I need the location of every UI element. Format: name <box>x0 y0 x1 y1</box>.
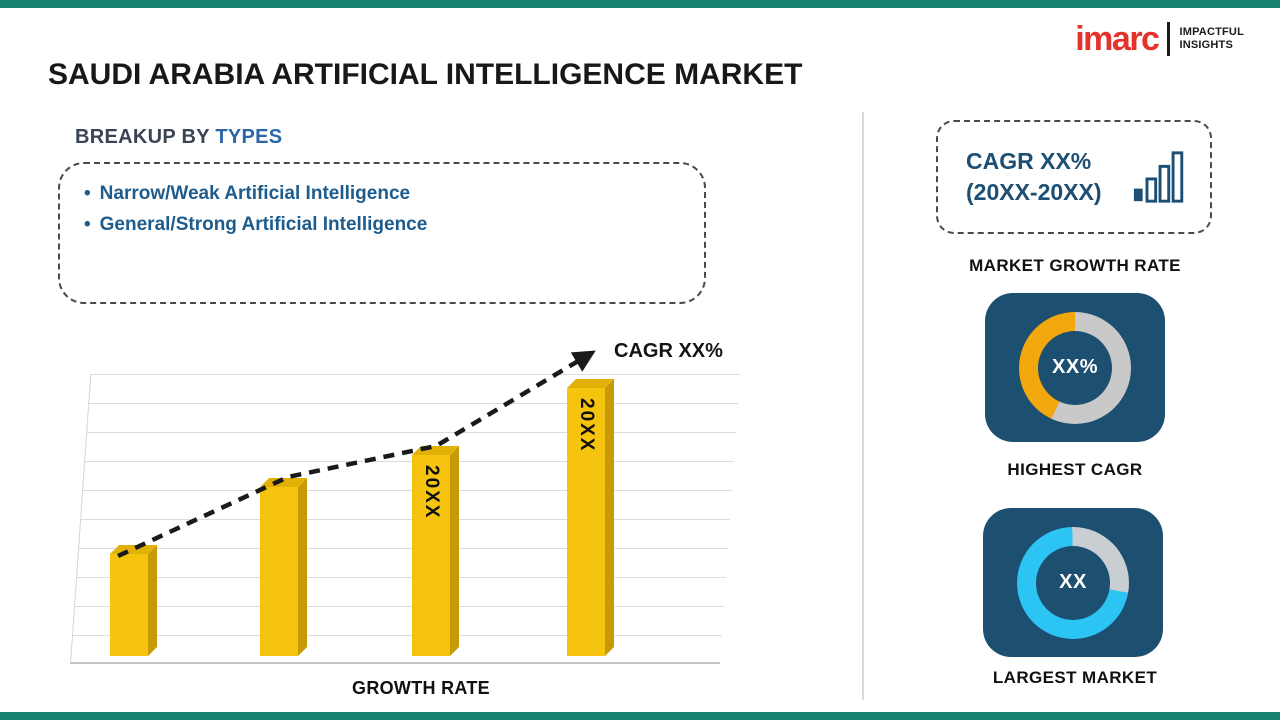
bar-year-label: 20XX <box>576 398 597 453</box>
logo-tagline-line1: IMPACTFUL <box>1179 25 1244 38</box>
chart-bar: 20XX <box>567 379 614 656</box>
highest-cagr-value: XX% <box>1052 356 1098 378</box>
type-item: General/Strong Artificial Intelligence <box>84 209 684 240</box>
largest-market-card: XX <box>983 508 1163 657</box>
chart-bar <box>260 478 307 656</box>
highest-cagr-donut: XX% <box>1019 311 1131 424</box>
bottom-border-strip <box>0 712 1280 720</box>
breakup-heading-prefix: BREAKUP BY <box>75 126 210 148</box>
largest-market-label: LARGEST MARKET <box>992 668 1158 687</box>
trend-line <box>117 350 596 559</box>
largest-market-donut: XX <box>1017 526 1129 639</box>
page-title: SAUDI ARABIA ARTIFICIAL INTELLIGENCE MAR… <box>48 58 803 91</box>
donut-hole: XX <box>1036 545 1110 620</box>
cagr-period-text: CAGR XX% (20XX-20XX) <box>966 146 1102 208</box>
largest-market-value: XX <box>1059 571 1087 593</box>
top-border-strip <box>0 0 1280 8</box>
cagr-annotation: CAGR XX% <box>614 340 723 362</box>
cagr-line: CAGR XX% <box>966 147 1092 174</box>
donut-hole: XX% <box>1038 330 1112 405</box>
type-item: Narrow/Weak Artificial Intelligence <box>84 178 684 209</box>
breakup-heading: BREAKUP BY TYPES <box>75 126 282 149</box>
market-growth-rate-label: MARKET GROWTH RATE <box>969 256 1181 275</box>
logo-brand-text: imarc <box>1075 20 1160 58</box>
highest-cagr-label: HIGHEST CAGR <box>1007 460 1143 479</box>
logo-divider <box>1167 22 1171 56</box>
section-divider <box>862 112 864 700</box>
imarc-logo: imarc IMPACTFUL INSIGHTS <box>1075 22 1244 56</box>
chart-bar <box>110 545 157 656</box>
breakup-heading-highlight: TYPES <box>215 126 283 148</box>
trend-dashed-path <box>117 350 596 559</box>
bar-year-label: 20XX <box>421 465 442 520</box>
logo-tagline: IMPACTFUL INSIGHTS <box>1179 26 1244 52</box>
type-list: Narrow/Weak Artificial Intelligence Gene… <box>84 178 684 240</box>
market-growth-box: CAGR XX% (20XX-20XX) <box>936 120 1212 234</box>
types-box: Narrow/Weak Artificial Intelligence Gene… <box>58 162 706 304</box>
logo-tagline-line2: INSIGHTS <box>1179 39 1234 51</box>
x-axis-label: GROWTH RATE <box>352 678 490 698</box>
highest-cagr-card: XX% <box>985 293 1165 442</box>
growth-chart: 20XX 20XX CAGR XX% <box>62 340 741 664</box>
chart-bar: 20XX <box>412 446 459 656</box>
bar-chart-icon <box>1133 151 1184 203</box>
period-line: (20XX-20XX) <box>966 179 1102 205</box>
